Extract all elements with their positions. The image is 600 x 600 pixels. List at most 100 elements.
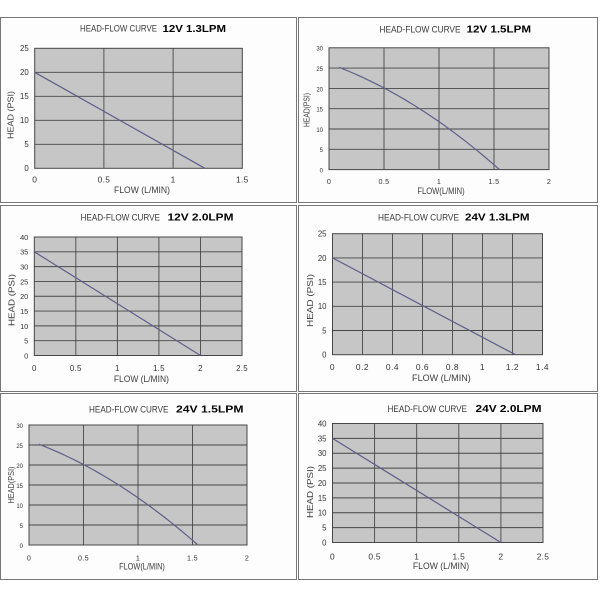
- svg-text:FLOW (L/MIN): FLOW (L/MIN): [114, 374, 169, 385]
- svg-text:0.5: 0.5: [379, 177, 390, 186]
- svg-text:20: 20: [16, 464, 23, 470]
- svg-text:1.5: 1.5: [453, 551, 466, 561]
- svg-text:1: 1: [437, 177, 441, 186]
- svg-text:HEAD-FLOW CURVE: HEAD-FLOW CURVE: [380, 24, 461, 34]
- svg-text:0: 0: [32, 174, 37, 184]
- svg-text:0: 0: [320, 169, 324, 175]
- svg-text:1.5: 1.5: [187, 553, 198, 562]
- svg-text:15: 15: [16, 484, 23, 490]
- svg-text:30: 30: [318, 449, 327, 458]
- svg-text:0: 0: [32, 364, 37, 373]
- svg-text:1: 1: [480, 362, 485, 372]
- svg-text:1: 1: [171, 174, 176, 184]
- svg-text:1: 1: [115, 364, 120, 373]
- svg-text:30: 30: [20, 263, 28, 272]
- svg-text:20: 20: [316, 87, 323, 93]
- svg-text:2: 2: [498, 551, 503, 561]
- svg-text:24V 2.0LPM: 24V 2.0LPM: [476, 404, 542, 415]
- svg-text:1: 1: [136, 553, 140, 562]
- svg-text:20: 20: [318, 479, 327, 488]
- svg-text:5: 5: [24, 140, 29, 149]
- svg-text:5: 5: [322, 326, 327, 335]
- svg-text:1.5: 1.5: [153, 364, 165, 373]
- svg-text:30: 30: [316, 47, 323, 53]
- svg-text:40: 40: [20, 233, 28, 242]
- svg-text:FLOW (L/MIN): FLOW (L/MIN): [114, 185, 170, 196]
- svg-text:1.5: 1.5: [236, 174, 249, 184]
- svg-text:HEAD (PSI): HEAD (PSI): [6, 274, 16, 326]
- svg-text:2: 2: [245, 553, 249, 562]
- svg-text:0.5: 0.5: [368, 551, 381, 561]
- svg-text:0.8: 0.8: [446, 362, 459, 372]
- svg-text:0: 0: [327, 177, 331, 186]
- svg-text:25: 25: [16, 444, 23, 450]
- svg-text:0.2: 0.2: [356, 362, 369, 372]
- svg-text:0: 0: [330, 362, 335, 372]
- svg-text:10: 10: [16, 504, 23, 510]
- svg-text:0: 0: [24, 164, 29, 173]
- svg-text:5: 5: [320, 148, 324, 154]
- svg-text:10: 10: [316, 128, 323, 134]
- svg-text:2: 2: [198, 364, 203, 373]
- svg-text:20: 20: [318, 254, 327, 263]
- svg-text:5: 5: [20, 524, 24, 530]
- svg-text:0: 0: [330, 551, 335, 561]
- svg-text:15: 15: [318, 494, 327, 503]
- svg-text:2.5: 2.5: [236, 364, 248, 373]
- svg-text:15: 15: [20, 307, 28, 316]
- svg-text:FLOW (L/MIN): FLOW (L/MIN): [412, 373, 471, 384]
- svg-text:12V 1.5LPM: 12V 1.5LPM: [467, 25, 532, 36]
- svg-text:15: 15: [20, 92, 29, 101]
- svg-text:2.5: 2.5: [537, 551, 550, 561]
- svg-text:1.2: 1.2: [506, 362, 519, 372]
- svg-text:25: 25: [20, 277, 28, 286]
- svg-text:24V 1.5LPM: 24V 1.5LPM: [176, 405, 244, 416]
- svg-text:FLOW(L/MIN): FLOW(L/MIN): [417, 186, 464, 197]
- svg-text:HEAD-FLOW CURVE: HEAD-FLOW CURVE: [81, 212, 161, 222]
- svg-text:0: 0: [27, 553, 31, 562]
- svg-text:0: 0: [20, 544, 24, 550]
- svg-text:35: 35: [20, 248, 28, 257]
- svg-text:2: 2: [547, 177, 551, 186]
- svg-text:HEAD (PSI): HEAD (PSI): [305, 274, 315, 327]
- svg-text:1.4: 1.4: [536, 362, 549, 372]
- svg-text:15: 15: [316, 108, 323, 114]
- svg-text:24V 1.3LPM: 24V 1.3LPM: [465, 213, 530, 224]
- svg-text:0: 0: [322, 351, 327, 360]
- svg-text:20: 20: [20, 292, 28, 301]
- svg-text:0.5: 0.5: [98, 174, 111, 184]
- svg-text:0.4: 0.4: [386, 362, 399, 372]
- svg-text:10: 10: [318, 509, 327, 518]
- svg-text:12V 1.3LPM: 12V 1.3LPM: [163, 24, 227, 35]
- svg-text:0: 0: [24, 351, 28, 360]
- svg-text:HEAD(PSI): HEAD(PSI): [6, 466, 16, 503]
- svg-text:HEAD(PSI): HEAD(PSI): [301, 93, 311, 127]
- svg-text:1.5: 1.5: [489, 177, 500, 186]
- svg-text:25: 25: [20, 44, 29, 53]
- svg-text:40: 40: [318, 419, 327, 428]
- svg-text:20: 20: [20, 68, 29, 77]
- svg-text:25: 25: [316, 67, 323, 73]
- svg-text:0.6: 0.6: [416, 362, 429, 372]
- svg-text:15: 15: [318, 278, 327, 287]
- svg-text:HEAD-FLOW CURVE: HEAD-FLOW CURVE: [89, 404, 169, 414]
- svg-text:25: 25: [318, 230, 327, 239]
- svg-text:5: 5: [322, 524, 327, 533]
- svg-text:HEAD-FLOW CURVE: HEAD-FLOW CURVE: [378, 212, 459, 222]
- svg-text:25: 25: [318, 464, 327, 473]
- svg-text:5: 5: [24, 337, 28, 346]
- svg-text:FLOW (L/MIN): FLOW (L/MIN): [413, 561, 469, 572]
- svg-text:HEAD (PSI): HEAD (PSI): [6, 91, 16, 139]
- svg-text:HEAD-FLOW CURVE: HEAD-FLOW CURVE: [388, 404, 468, 414]
- svg-text:0.5: 0.5: [70, 364, 82, 373]
- svg-text:0: 0: [322, 538, 327, 547]
- svg-text:HEAD-FLOW CURVE: HEAD-FLOW CURVE: [80, 24, 157, 34]
- svg-text:30: 30: [16, 424, 23, 430]
- svg-text:12V 2.0LPM: 12V 2.0LPM: [168, 213, 234, 224]
- svg-text:35: 35: [318, 434, 327, 443]
- svg-text:10: 10: [20, 116, 29, 125]
- svg-text:HEAD (PSI): HEAD (PSI): [305, 466, 315, 518]
- svg-text:0.5: 0.5: [78, 553, 89, 562]
- svg-text:FLOW(L/MIN): FLOW(L/MIN): [119, 562, 165, 573]
- svg-text:10: 10: [20, 322, 28, 331]
